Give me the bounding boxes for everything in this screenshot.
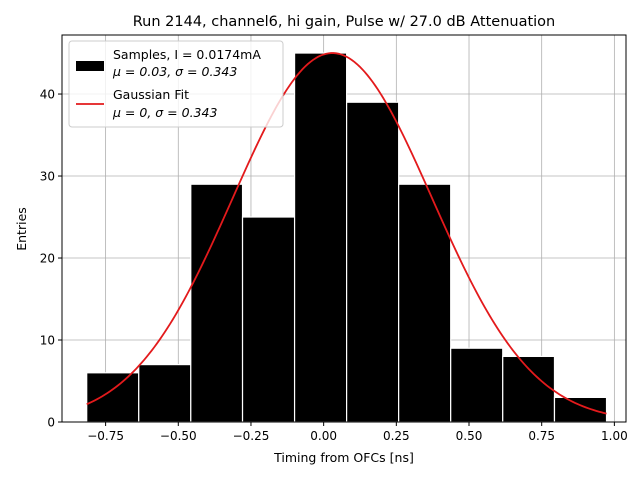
x-tick-label: 0.00 [310, 429, 337, 443]
histogram-bar-1 [138, 364, 192, 423]
y-tick-label: 40 [40, 88, 55, 102]
x-tick-label: −0.75 [87, 429, 124, 443]
plot-area-frame [61, 34, 627, 423]
legend-samples-label: Samples, I = 0.0174mA [113, 47, 261, 62]
histogram-bar-7 [450, 347, 504, 423]
x-tick-label: 1.00 [601, 429, 628, 443]
y-axis-ticks: 0 10 20 30 40 [40, 88, 62, 430]
chart-title: Run 2144, channel6, hi gain, Pulse w/ 27… [133, 14, 556, 30]
histogram-bars [86, 52, 608, 423]
y-tick-label: 0 [47, 416, 55, 430]
legend-fit-label: Gaussian Fit [113, 87, 189, 102]
x-tick-label: −0.25 [233, 429, 270, 443]
histogram-bar-3 [241, 216, 296, 423]
legend: Samples, I = 0.0174mA μ = 0.03, σ = 0.34… [68, 40, 284, 128]
y-tick-label: 30 [40, 170, 55, 184]
x-tick-label: 0.75 [528, 429, 555, 443]
gaussian-fit-curve [86, 52, 607, 415]
x-tick-label: 0.25 [383, 429, 410, 443]
legend-box [68, 40, 284, 128]
histogram-bar-6 [398, 183, 452, 423]
x-tick-label: 0.50 [456, 429, 483, 443]
y-axis-label: Entries [14, 207, 29, 251]
histogram-bar-9 [553, 396, 608, 423]
legend-samples-swatch [76, 61, 104, 71]
x-tick-label: −0.50 [160, 429, 197, 443]
histogram-bar-4 [293, 52, 348, 423]
histogram-bar-5 [346, 101, 400, 423]
x-axis-ticks: −0.75 −0.50 −0.25 0.00 0.25 0.50 0.75 1.00 [87, 422, 628, 443]
histogram-bar-0 [86, 372, 140, 423]
legend-fit-stats: μ = 0, σ = 0.343 [112, 105, 217, 120]
gaussian-fit-line [86, 52, 607, 415]
y-tick-label: 10 [40, 334, 55, 348]
x-axis-label: Timing from OFCs [ns] [273, 450, 414, 465]
histogram-bar-8 [502, 355, 556, 423]
y-tick-label: 20 [40, 252, 55, 266]
legend-samples-stats: μ = 0.03, σ = 0.343 [112, 64, 237, 79]
histogram-bar-2 [190, 183, 244, 423]
